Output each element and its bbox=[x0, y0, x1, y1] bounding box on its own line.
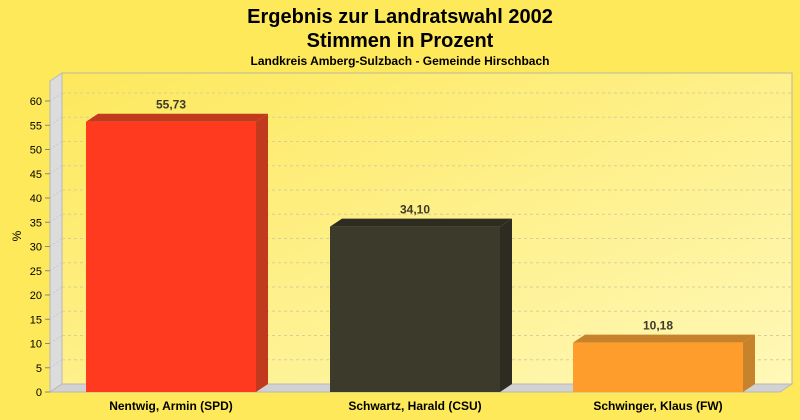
bar bbox=[86, 121, 256, 392]
chart-subtitle: Landkreis Amberg-Sulzbach - Gemeinde Hir… bbox=[251, 54, 550, 68]
gridline-wall bbox=[49, 238, 63, 247]
left-wall bbox=[49, 72, 63, 393]
gridline-wall bbox=[49, 213, 63, 223]
gridline-wall bbox=[49, 92, 63, 102]
y-tick-label: 20 bbox=[30, 290, 42, 302]
bar-side bbox=[743, 334, 755, 392]
gridline-wall bbox=[49, 310, 63, 320]
bar-side bbox=[500, 218, 512, 392]
bar bbox=[330, 226, 500, 392]
gridline-wall bbox=[49, 359, 63, 369]
chart-title: Ergebnis zur Landratswahl 2002 bbox=[247, 6, 553, 28]
bar-value-label: 10,18 bbox=[643, 319, 673, 333]
y-tick-label: 5 bbox=[36, 363, 42, 375]
bar-value-label: 55,73 bbox=[156, 98, 186, 112]
gridline-wall bbox=[49, 165, 63, 175]
y-axis-label: % bbox=[10, 230, 24, 241]
y-tick-label: 25 bbox=[30, 266, 42, 278]
bar-value-label: 34,10 bbox=[400, 203, 430, 217]
y-tick-label: 30 bbox=[30, 242, 42, 254]
bar-top bbox=[330, 218, 512, 227]
y-tick-label: 35 bbox=[30, 217, 42, 229]
y-tick-label: 0 bbox=[36, 387, 42, 399]
x-category-label: Schwartz, Harald (CSU) bbox=[348, 399, 481, 413]
bar bbox=[573, 342, 743, 392]
y-tick-label: 50 bbox=[30, 145, 42, 157]
y-tick-label: 40 bbox=[30, 193, 42, 205]
x-category-label: Schwinger, Klaus (FW) bbox=[593, 399, 722, 413]
y-tick-label: 10 bbox=[30, 339, 42, 351]
gridline-wall bbox=[49, 335, 63, 344]
x-category-label: Nentwig, Armin (SPD) bbox=[109, 399, 233, 413]
bar-top bbox=[573, 334, 755, 343]
chart-subtitle-line: Stimmen in Prozent bbox=[307, 30, 494, 52]
y-tick-label: 45 bbox=[30, 169, 42, 181]
bar-top bbox=[86, 113, 268, 122]
gridline-wall bbox=[49, 262, 63, 272]
y-tick-label: 60 bbox=[30, 96, 42, 108]
gridline-wall bbox=[49, 141, 63, 150]
gridline-wall bbox=[49, 116, 63, 126]
gridline-wall bbox=[49, 189, 63, 199]
y-tick-label: 55 bbox=[30, 120, 42, 132]
gridline-wall bbox=[49, 286, 63, 296]
bar-side bbox=[256, 113, 268, 392]
y-tick-label: 15 bbox=[30, 314, 42, 326]
